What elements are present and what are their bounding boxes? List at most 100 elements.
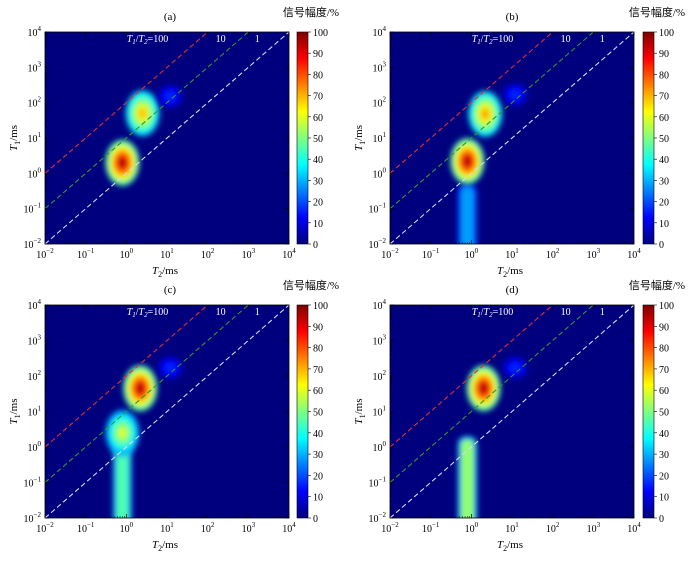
peak-1: [125, 90, 160, 137]
colorbar: [296, 304, 309, 519]
colorbar-tick-label: 100: [313, 28, 328, 39]
y-tick-base: 10: [28, 301, 38, 312]
ratio-label-value: =100: [148, 307, 169, 318]
ratio-line-10: [390, 32, 594, 210]
x-axis-label-unit: /ms: [507, 539, 523, 551]
colorbar-tick-label: 30: [659, 450, 669, 461]
x-tick-base: 10: [242, 250, 252, 261]
y-tick-label: 101: [373, 131, 387, 145]
y-tick-base: 10: [373, 28, 383, 39]
ratio-line-100: [390, 305, 554, 448]
peak-contour: [137, 385, 143, 392]
x-tick-exponent: 1: [515, 247, 519, 255]
y-tick-label: 102: [373, 96, 387, 110]
x-axis-label-sub: 2: [158, 270, 162, 279]
y-tick-exponent: −1: [34, 476, 42, 484]
heatmap-field: [45, 305, 289, 518]
peak-contour: [513, 92, 517, 97]
y-tick-exponent: 2: [38, 369, 42, 377]
x-tick-exponent: 4: [292, 247, 296, 255]
y-tick-exponent: 4: [38, 298, 42, 306]
x-tick-base: 10: [546, 250, 556, 261]
x-tick-exponent: 4: [292, 521, 296, 529]
y-tick-label: 100: [373, 440, 387, 454]
colorbar-tick-label: 30: [313, 176, 323, 187]
ratio-line-100: [390, 32, 554, 174]
x-tick-label: 103: [587, 247, 601, 261]
colorbar-tick-label: 50: [659, 134, 669, 145]
ratio-label-value: =100: [493, 34, 514, 45]
y-tick-label: 101: [28, 405, 42, 419]
colorbar-tick-label: 90: [659, 49, 669, 60]
ratio-label-t2: T: [484, 34, 491, 45]
ratio-line-10: [45, 32, 249, 210]
x-tick-label: 10−2: [36, 521, 54, 535]
y-tick-base: 10: [373, 372, 383, 383]
x-tick-base: 10: [160, 250, 170, 261]
y-tick-label: 102: [28, 96, 42, 110]
y-tick-base: 10: [373, 169, 383, 180]
ratio-label-10: 10: [216, 34, 226, 45]
y-tick-label: 104: [28, 298, 42, 312]
x-tick-exponent: 0: [130, 247, 134, 255]
y-tick-label: 104: [373, 25, 387, 39]
y-tick-label: 100: [28, 166, 42, 180]
y-tick-base: 10: [28, 99, 38, 110]
y-axis-label: T1/ms: [8, 125, 22, 151]
colorbar-tick-label: 80: [659, 70, 669, 81]
y-tick-base: 10: [28, 337, 38, 348]
y-tick-label: 101: [373, 405, 387, 419]
x-tick-label: 100: [120, 247, 134, 261]
heatmap-field: [390, 32, 634, 244]
y-tick-base: 10: [373, 337, 383, 348]
y-tick-label: 100: [373, 166, 387, 180]
y-tick-exponent: −2: [34, 511, 42, 519]
ratio-line-1: [45, 32, 289, 244]
x-axis-label: T2/ms: [497, 265, 523, 279]
ratio-label-t2-sub: 2: [144, 38, 148, 46]
colorbar-tick-label: 50: [313, 408, 323, 419]
colorbar-tick-label: 20: [659, 198, 669, 209]
y-axis-label-sub: 1: [13, 414, 22, 418]
x-tick-base: 10: [465, 524, 475, 535]
x-axis-label-base: T: [497, 265, 504, 277]
x-axis-label: T2/ms: [497, 539, 523, 553]
colorbar-tick-label: 90: [313, 49, 323, 60]
y-axis-label: T1/ms: [8, 398, 22, 424]
x-tick-base: 10: [546, 524, 556, 535]
x-tick-exponent: 3: [597, 521, 601, 529]
panel-3: T1/T2=100 10 110−2 10−1 100 101 102 103 10410−21…: [353, 278, 685, 553]
y-tick-exponent: 1: [38, 131, 42, 139]
colorbar-tick-label: 40: [659, 429, 669, 440]
colorbar-tick-label: 40: [659, 155, 669, 166]
y-tick-exponent: 1: [383, 405, 387, 413]
y-tick-label: 10−2: [369, 511, 387, 525]
y-axis-label-unit: /ms: [353, 125, 365, 141]
y-tick-exponent: −1: [34, 202, 42, 210]
panel-1: T1/T2=100 10 110−2 10−1 100 101 102 103 10410−21…: [353, 5, 685, 279]
x-tick-label: 103: [587, 521, 601, 535]
colorbar-tick-label: 30: [313, 450, 323, 461]
x-tick-base: 10: [587, 250, 597, 261]
y-tick-base: 10: [373, 301, 383, 312]
y-axis-label-base: T: [353, 144, 365, 151]
y-tick-base: 10: [28, 408, 38, 419]
x-tick-label: 10−2: [381, 521, 399, 535]
panel-title: (a): [164, 11, 177, 23]
y-tick-label: 10−1: [24, 202, 42, 216]
y-tick-exponent: 1: [38, 405, 42, 413]
y-axis-label-sub: 1: [358, 141, 367, 145]
ratio-label-value: =100: [493, 307, 514, 318]
x-tick-label: 101: [160, 521, 174, 535]
tail-streak: [112, 440, 132, 518]
y-tick-exponent: −2: [379, 237, 387, 245]
y-tick-base: 10: [28, 63, 38, 74]
x-tick-exponent: 0: [130, 521, 134, 529]
peak-0: [466, 365, 501, 412]
x-tick-exponent: −1: [87, 247, 95, 255]
x-tick-exponent: −1: [87, 521, 95, 529]
y-tick-label: 102: [373, 369, 387, 383]
colorbar-tick-label: 90: [313, 322, 323, 333]
colorbar-tick-label: 60: [659, 386, 669, 397]
